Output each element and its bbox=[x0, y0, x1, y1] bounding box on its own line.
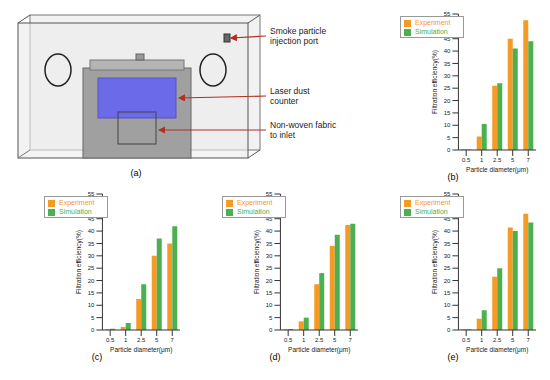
svg-text:5: 5 bbox=[269, 315, 273, 321]
svg-text:40: 40 bbox=[444, 48, 451, 54]
svg-text:10: 10 bbox=[88, 302, 95, 308]
svg-text:20: 20 bbox=[88, 278, 95, 284]
svg-text:Filtration efficiency(%): Filtration efficiency(%) bbox=[431, 230, 439, 294]
svg-text:0: 0 bbox=[447, 147, 451, 153]
svg-text:1: 1 bbox=[480, 337, 484, 343]
svg-text:35: 35 bbox=[88, 241, 95, 247]
svg-text:40: 40 bbox=[444, 228, 451, 234]
svg-text:Filtration efficiency(%): Filtration efficiency(%) bbox=[431, 50, 439, 114]
svg-text:5: 5 bbox=[511, 157, 515, 163]
svg-text:Non-woven fabricto inlet: Non-woven fabricto inlet bbox=[270, 120, 337, 140]
svg-text:5: 5 bbox=[447, 315, 451, 321]
svg-text:5: 5 bbox=[511, 337, 515, 343]
svg-text:15: 15 bbox=[444, 290, 451, 296]
svg-text:20: 20 bbox=[444, 278, 451, 284]
svg-text:50: 50 bbox=[444, 23, 451, 29]
svg-text:55: 55 bbox=[88, 191, 95, 197]
svg-text:7: 7 bbox=[527, 337, 531, 343]
svg-text:1: 1 bbox=[480, 157, 484, 163]
svg-text:50: 50 bbox=[88, 203, 95, 209]
svg-text:Particle diameter(μm): Particle diameter(μm) bbox=[466, 166, 528, 174]
svg-text:5: 5 bbox=[91, 315, 95, 321]
svg-text:55: 55 bbox=[444, 191, 451, 197]
svg-text:25: 25 bbox=[266, 265, 273, 271]
svg-text:10: 10 bbox=[444, 302, 451, 308]
svg-text:Laser dustcounter: Laser dustcounter bbox=[270, 86, 310, 106]
svg-text:7: 7 bbox=[527, 157, 531, 163]
svg-text:20: 20 bbox=[266, 278, 273, 284]
svg-text:50: 50 bbox=[266, 203, 273, 209]
svg-text:55: 55 bbox=[266, 191, 273, 197]
svg-text:45: 45 bbox=[88, 216, 95, 222]
svg-text:45: 45 bbox=[444, 216, 451, 222]
svg-text:45: 45 bbox=[266, 216, 273, 222]
svg-text:45: 45 bbox=[444, 36, 451, 42]
svg-text:Smoke particleinjection port: Smoke particleinjection port bbox=[270, 26, 326, 46]
svg-text:1: 1 bbox=[302, 337, 306, 343]
svg-text:Particle diameter(μm): Particle diameter(μm) bbox=[288, 346, 350, 354]
svg-text:30: 30 bbox=[88, 253, 95, 259]
svg-text:0.5: 0.5 bbox=[462, 157, 471, 163]
svg-text:35: 35 bbox=[444, 241, 451, 247]
svg-text:25: 25 bbox=[444, 85, 451, 91]
svg-text:30: 30 bbox=[266, 253, 273, 259]
svg-text:5: 5 bbox=[155, 337, 159, 343]
svg-text:50: 50 bbox=[444, 203, 451, 209]
svg-text:30: 30 bbox=[444, 253, 451, 259]
svg-text:2.5: 2.5 bbox=[137, 337, 146, 343]
svg-text:Filtration efficiency(%): Filtration efficiency(%) bbox=[253, 230, 261, 294]
svg-text:0: 0 bbox=[91, 327, 95, 333]
svg-text:Particle diameter(μm): Particle diameter(μm) bbox=[110, 346, 172, 354]
svg-text:0: 0 bbox=[447, 327, 451, 333]
svg-text:25: 25 bbox=[444, 265, 451, 271]
svg-text:35: 35 bbox=[266, 241, 273, 247]
svg-text:2.5: 2.5 bbox=[493, 337, 502, 343]
svg-text:0: 0 bbox=[269, 327, 273, 333]
svg-text:0.5: 0.5 bbox=[462, 337, 471, 343]
svg-text:7: 7 bbox=[349, 337, 353, 343]
svg-text:0.5: 0.5 bbox=[284, 337, 293, 343]
svg-text:10: 10 bbox=[444, 122, 451, 128]
svg-text:2.5: 2.5 bbox=[493, 157, 502, 163]
svg-text:Particle diameter(μm): Particle diameter(μm) bbox=[466, 346, 528, 354]
svg-text:15: 15 bbox=[266, 290, 273, 296]
svg-text:35: 35 bbox=[444, 61, 451, 67]
svg-text:55: 55 bbox=[444, 11, 451, 17]
svg-text:0.5: 0.5 bbox=[106, 337, 115, 343]
svg-text:40: 40 bbox=[266, 228, 273, 234]
svg-text:Filtration efficiency(%): Filtration efficiency(%) bbox=[75, 230, 83, 294]
svg-text:25: 25 bbox=[88, 265, 95, 271]
svg-text:5: 5 bbox=[447, 135, 451, 141]
svg-text:15: 15 bbox=[444, 110, 451, 116]
svg-text:40: 40 bbox=[88, 228, 95, 234]
svg-text:7: 7 bbox=[171, 337, 175, 343]
svg-text:5: 5 bbox=[333, 337, 337, 343]
svg-text:15: 15 bbox=[88, 290, 95, 296]
svg-text:2.5: 2.5 bbox=[315, 337, 324, 343]
svg-text:10: 10 bbox=[266, 302, 273, 308]
svg-text:30: 30 bbox=[444, 73, 451, 79]
svg-text:20: 20 bbox=[444, 98, 451, 104]
svg-text:1: 1 bbox=[124, 337, 128, 343]
